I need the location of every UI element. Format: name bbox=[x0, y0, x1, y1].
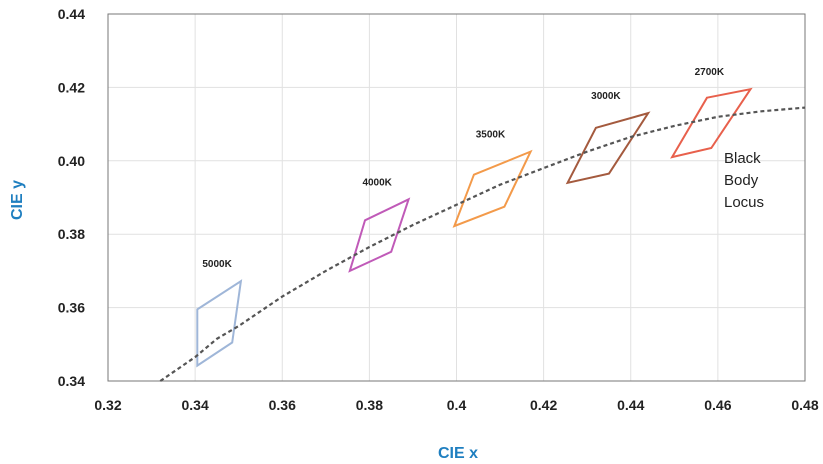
y-tick-labels: 0.34 0.36 0.38 0.40 0.42 0.44 bbox=[58, 6, 85, 389]
x-tick-labels: 0.32 0.34 0.36 0.38 0.4 0.42 0.44 0.46 0.48 bbox=[94, 397, 818, 413]
x-tick-label: 0.34 bbox=[182, 397, 209, 413]
locus-label-line: Locus bbox=[724, 194, 764, 211]
y-axis-title: CIE y bbox=[9, 180, 26, 220]
x-tick-label: 0.42 bbox=[530, 397, 557, 413]
y-tick-label: 0.38 bbox=[58, 226, 85, 242]
quadrangle-label-4000k: 4000K bbox=[362, 177, 392, 188]
plot-frame bbox=[107, 13, 806, 382]
black-body-locus-label: Black Body Locus bbox=[724, 150, 764, 211]
x-tick-label: 0.32 bbox=[94, 397, 121, 413]
x-tick-label: 0.48 bbox=[791, 397, 818, 413]
black-body-locus-line bbox=[159, 106, 806, 382]
color-temperature-quadrangles: 5000K 4000K 3500K 3000K 2700K bbox=[196, 67, 753, 368]
y-tick-label: 0.34 bbox=[58, 373, 85, 389]
quadrangle-3000k bbox=[565, 111, 651, 185]
y-tick-label: 0.42 bbox=[58, 79, 85, 95]
quadrangle-label-2700k: 2700K bbox=[695, 67, 725, 78]
x-tick-label: 0.46 bbox=[704, 397, 731, 413]
locus-label-line: Body bbox=[724, 172, 759, 189]
y-tick-label: 0.36 bbox=[58, 300, 85, 316]
quadrangle-5000k bbox=[196, 279, 243, 368]
locus-label-line: Black bbox=[724, 150, 761, 167]
x-tick-label: 0.38 bbox=[356, 397, 383, 413]
quadrangle-4000k bbox=[348, 197, 411, 273]
x-tick-label: 0.36 bbox=[269, 397, 296, 413]
quadrangle-label-3000k: 3000K bbox=[591, 91, 621, 102]
x-tick-label: 0.4 bbox=[447, 397, 467, 413]
x-tick-label: 0.44 bbox=[617, 397, 644, 413]
y-tick-label: 0.44 bbox=[58, 6, 85, 22]
quadrangle-3500k bbox=[452, 149, 533, 228]
y-tick-label: 0.40 bbox=[58, 153, 85, 169]
x-axis-title: CIE x bbox=[438, 445, 478, 462]
quadrangle-label-3500k: 3500K bbox=[476, 130, 506, 141]
quadrangle-2700k bbox=[670, 87, 753, 159]
quadrangle-label-5000k: 5000K bbox=[202, 259, 232, 270]
